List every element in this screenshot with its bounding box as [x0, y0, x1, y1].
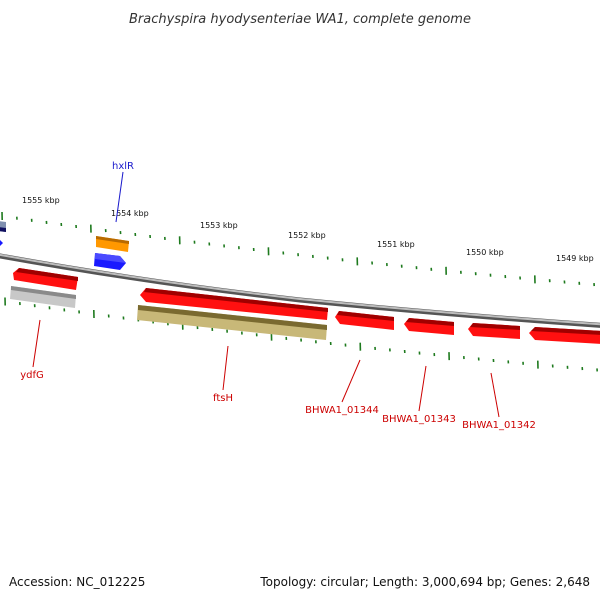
- accession-text: Accession: NC_012225: [9, 575, 145, 589]
- position-label-1555: 1555 kbp: [22, 196, 60, 205]
- leader-BHWA1_01344: [341, 359, 361, 403]
- gene-ftsH-red-shade: [144, 288, 328, 312]
- gene-label-hxlR[interactable]: hxlR: [112, 161, 134, 172]
- gene-feature-red-right-shade: [531, 327, 600, 335]
- forward-strand-genes: [0, 221, 129, 270]
- genome-title: Brachyspira hyodysenteriae WA1, complete…: [129, 12, 471, 27]
- gene-ftsH-shade: [138, 305, 327, 330]
- leader-BHWA1_01342: [490, 372, 500, 418]
- gene-leader-lines: [32, 171, 500, 418]
- position-label-1553: 1553 kbp: [200, 221, 238, 230]
- gene-feature-left-blue[interactable]: [0, 238, 3, 248]
- leader-hxlR: [115, 171, 124, 223]
- genome-backbone-highlight: [0, 253, 600, 326]
- gene-BHWA1_01344-shade: [337, 311, 394, 321]
- gene-label-BHWA1_01342[interactable]: BHWA1_01342: [462, 420, 536, 431]
- leader-BHWA1_01343: [418, 365, 427, 412]
- gene-label-ydfG[interactable]: ydfG: [20, 370, 44, 381]
- position-label-1550: 1550 kbp: [466, 248, 504, 257]
- gene-feature-left-edge-dark[interactable]: [0, 227, 6, 232]
- gene-labels: hxlR ydfG ftsH BHWA1_01344 BHWA1_01343 B…: [20, 161, 536, 431]
- gene-label-BHWA1_01343[interactable]: BHWA1_01343: [382, 414, 456, 425]
- gene-hxlR-shade: [95, 253, 126, 263]
- leader-ydfG: [32, 319, 41, 368]
- position-label-1551: 1551 kbp: [377, 240, 415, 249]
- position-labels: 1555 kbp 1554 kbp 1553 kbp 1552 kbp 1551…: [22, 196, 594, 263]
- position-label-1554: 1554 kbp: [111, 209, 149, 218]
- gene-label-BHWA1_01344[interactable]: BHWA1_01344: [305, 405, 379, 416]
- position-label-1549: 1549 kbp: [556, 254, 594, 263]
- gene-feature-red-left-shade: [16, 268, 78, 281]
- tick-marks-outer: [1, 211, 595, 287]
- gene-label-ftsH[interactable]: ftsH: [213, 393, 233, 404]
- gene-feature-orange-shade: [96, 236, 129, 244]
- genome-summary-text: Topology: circular; Length: 3,000,694 bp…: [259, 575, 590, 589]
- position-label-1552: 1552 kbp: [288, 231, 326, 240]
- gene-BHWA1_01343-shade: [406, 318, 454, 326]
- gene-BHWA1_01342-shade: [470, 323, 520, 330]
- gene-ydfG-shade: [11, 286, 76, 299]
- reverse-strand-genes: [10, 268, 600, 344]
- leader-ftsH: [222, 345, 229, 391]
